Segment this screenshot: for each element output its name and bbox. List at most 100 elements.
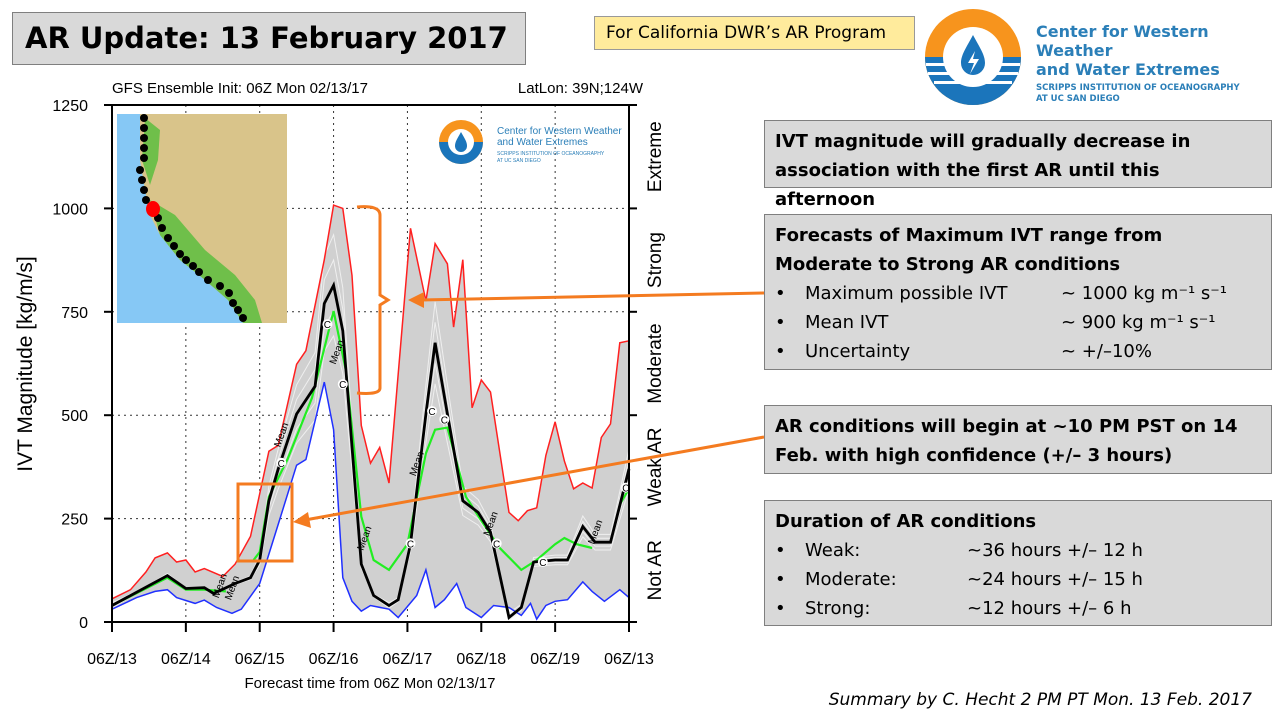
- y-tick-label: 250: [61, 512, 88, 529]
- chart-logo-line-2: and Water Extremes: [497, 137, 588, 148]
- control-line-label: C: [339, 380, 346, 391]
- location-marker: [146, 201, 160, 217]
- category-label: Weak AR: [645, 427, 666, 506]
- coast-point: [158, 224, 166, 232]
- coast-point: [138, 176, 146, 184]
- control-line-label: C: [324, 320, 331, 331]
- control-marker: [405, 538, 416, 549]
- logo-line-1: Center for Western Weather: [1036, 22, 1209, 60]
- duration-heading: Duration of AR conditions: [775, 511, 1037, 532]
- x-tick-label: 06Z/15: [235, 651, 285, 668]
- arrowhead-icon: [293, 512, 311, 528]
- plot-frame: [111, 104, 630, 623]
- coast-point: [176, 250, 184, 258]
- coast-point: [195, 268, 203, 276]
- control-line: [252, 310, 593, 572]
- coast-point: [229, 299, 237, 307]
- cw3e-logo: Center for Western Weather and Water Ext…: [924, 8, 1280, 108]
- onset-box: AR conditions will begin at ~10 PM PST o…: [764, 405, 1272, 474]
- x-tick-label: 06Z/19: [530, 651, 580, 668]
- min-line: [111, 381, 630, 621]
- item-value: ~ 900 kg m⁻¹ s⁻¹: [1061, 312, 1216, 333]
- item-label: Moderate:: [805, 569, 897, 590]
- coast-point: [164, 234, 172, 242]
- item-label: Strong:: [805, 598, 871, 619]
- control-marker: [537, 557, 548, 568]
- coast-point: [170, 242, 178, 250]
- y-tick-label: 750: [61, 305, 88, 322]
- coast-point: [136, 166, 144, 174]
- ensemble-spread-area: [112, 205, 629, 620]
- program-label: For California DWR’s AR Program: [594, 16, 915, 50]
- y-tick-label: 1250: [52, 98, 88, 115]
- x-tick-label: 06Z/13: [604, 651, 654, 668]
- control-marker: [439, 414, 450, 425]
- trend-text: IVT magnitude will gradually decrease in…: [775, 131, 1191, 210]
- control-marker: [491, 538, 502, 549]
- x-tick-label: 06Z/16: [309, 651, 359, 668]
- coast-point: [216, 282, 224, 290]
- chart-title: GFS Ensemble Init: 06Z Mon 02/13/17: [112, 80, 368, 97]
- category-label: Strong: [645, 232, 666, 288]
- logo-line-2: and Water Extremes: [1036, 60, 1220, 79]
- duration-box: Duration of AR conditions • Weak: ~36 hour…: [764, 500, 1272, 626]
- cw3e-logo-icon: [925, 9, 1021, 105]
- coast-point: [140, 144, 148, 152]
- max-line: [111, 204, 630, 600]
- y-tick-label: 500: [61, 408, 88, 425]
- control-line-label: C: [622, 484, 629, 495]
- item-value: ~12 hours +/– 6 h: [967, 598, 1132, 619]
- max-range-bracket: [356, 205, 391, 395]
- x-tick-label: 06Z/17: [383, 651, 433, 668]
- onset-text: AR conditions will begin at ~10 PM PST o…: [775, 416, 1238, 466]
- x-tick-label: 06Z/18: [456, 651, 506, 668]
- control-marker: [427, 406, 438, 417]
- coast-point: [140, 134, 148, 142]
- chart-logo: Center for Western Weather and Water Ext…: [439, 120, 622, 164]
- item-label: Mean IVT: [805, 312, 889, 333]
- control-line-label: C: [441, 415, 448, 426]
- y-axis-title: IVT Magnitude [kg/m/s]: [14, 256, 37, 472]
- coast-point: [182, 256, 190, 264]
- trend-box: IVT magnitude will gradually decrease in…: [764, 120, 1272, 210]
- item-label: Weak:: [805, 540, 861, 561]
- forecast-item: • Maximum possible IVT ~ 1000 kg m⁻¹ s⁻¹: [775, 279, 1261, 308]
- arrowhead-icon: [408, 292, 424, 308]
- annotations: [236, 205, 765, 563]
- coast-point: [225, 289, 233, 297]
- coast-point: [140, 114, 148, 122]
- location-map-inset: [117, 114, 287, 323]
- forecast-item: • Mean IVT ~ 900 kg m⁻¹ s⁻¹: [775, 308, 1261, 337]
- control-line-label: C: [493, 539, 500, 550]
- item-value: ~ 1000 kg m⁻¹ s⁻¹: [1061, 283, 1227, 304]
- item-value: ~24 hours +/– 15 h: [967, 569, 1143, 590]
- control-marker: [337, 379, 348, 390]
- control-line-label: C: [407, 539, 414, 550]
- axes: 0 250 500 750 1000 1250 06Z/13 06Z/14 06Z/15 06Z/…: [52, 98, 666, 668]
- onset-highlight-box: [236, 482, 294, 563]
- forecast-arrow: [419, 291, 765, 302]
- coast-point: [140, 154, 148, 162]
- chart-logo-line-4: AT UC SAN DIEGO: [497, 158, 541, 164]
- slide-title: AR Update: 13 February 2017: [12, 12, 526, 65]
- item-value: ~36 hours +/– 12 h: [967, 540, 1143, 561]
- item-label: Maximum possible IVT: [805, 283, 1008, 304]
- category-label: Extreme: [645, 121, 666, 192]
- coast-point: [204, 276, 212, 284]
- control-line-label: C: [539, 558, 546, 569]
- chart-logo-line-1: Center for Western Weather: [497, 126, 622, 137]
- forecast-box: Forecasts of Maximum IVT range from Mode…: [764, 214, 1272, 370]
- x-axis-title: Forecast time from 06Z Mon 02/13/17: [245, 675, 496, 692]
- coast-point: [142, 196, 150, 204]
- x-tick-label: 06Z/13: [87, 651, 137, 668]
- coast-point: [239, 314, 247, 322]
- chart-logo-line-3: SCRIPPS INSTITUTION OF OCEANOGRAPHY: [497, 151, 605, 157]
- coast-point: [140, 186, 148, 194]
- logo-line-3: SCRIPPS INSTITUTION OF OCEANOGRAPHY: [1036, 83, 1240, 93]
- category-label: Not AR: [645, 540, 666, 600]
- control-line-label: C: [428, 407, 435, 418]
- y-tick-label: 0: [79, 615, 88, 632]
- coast-point: [189, 262, 197, 270]
- chart-location: LatLon: 39N;124W: [518, 80, 644, 97]
